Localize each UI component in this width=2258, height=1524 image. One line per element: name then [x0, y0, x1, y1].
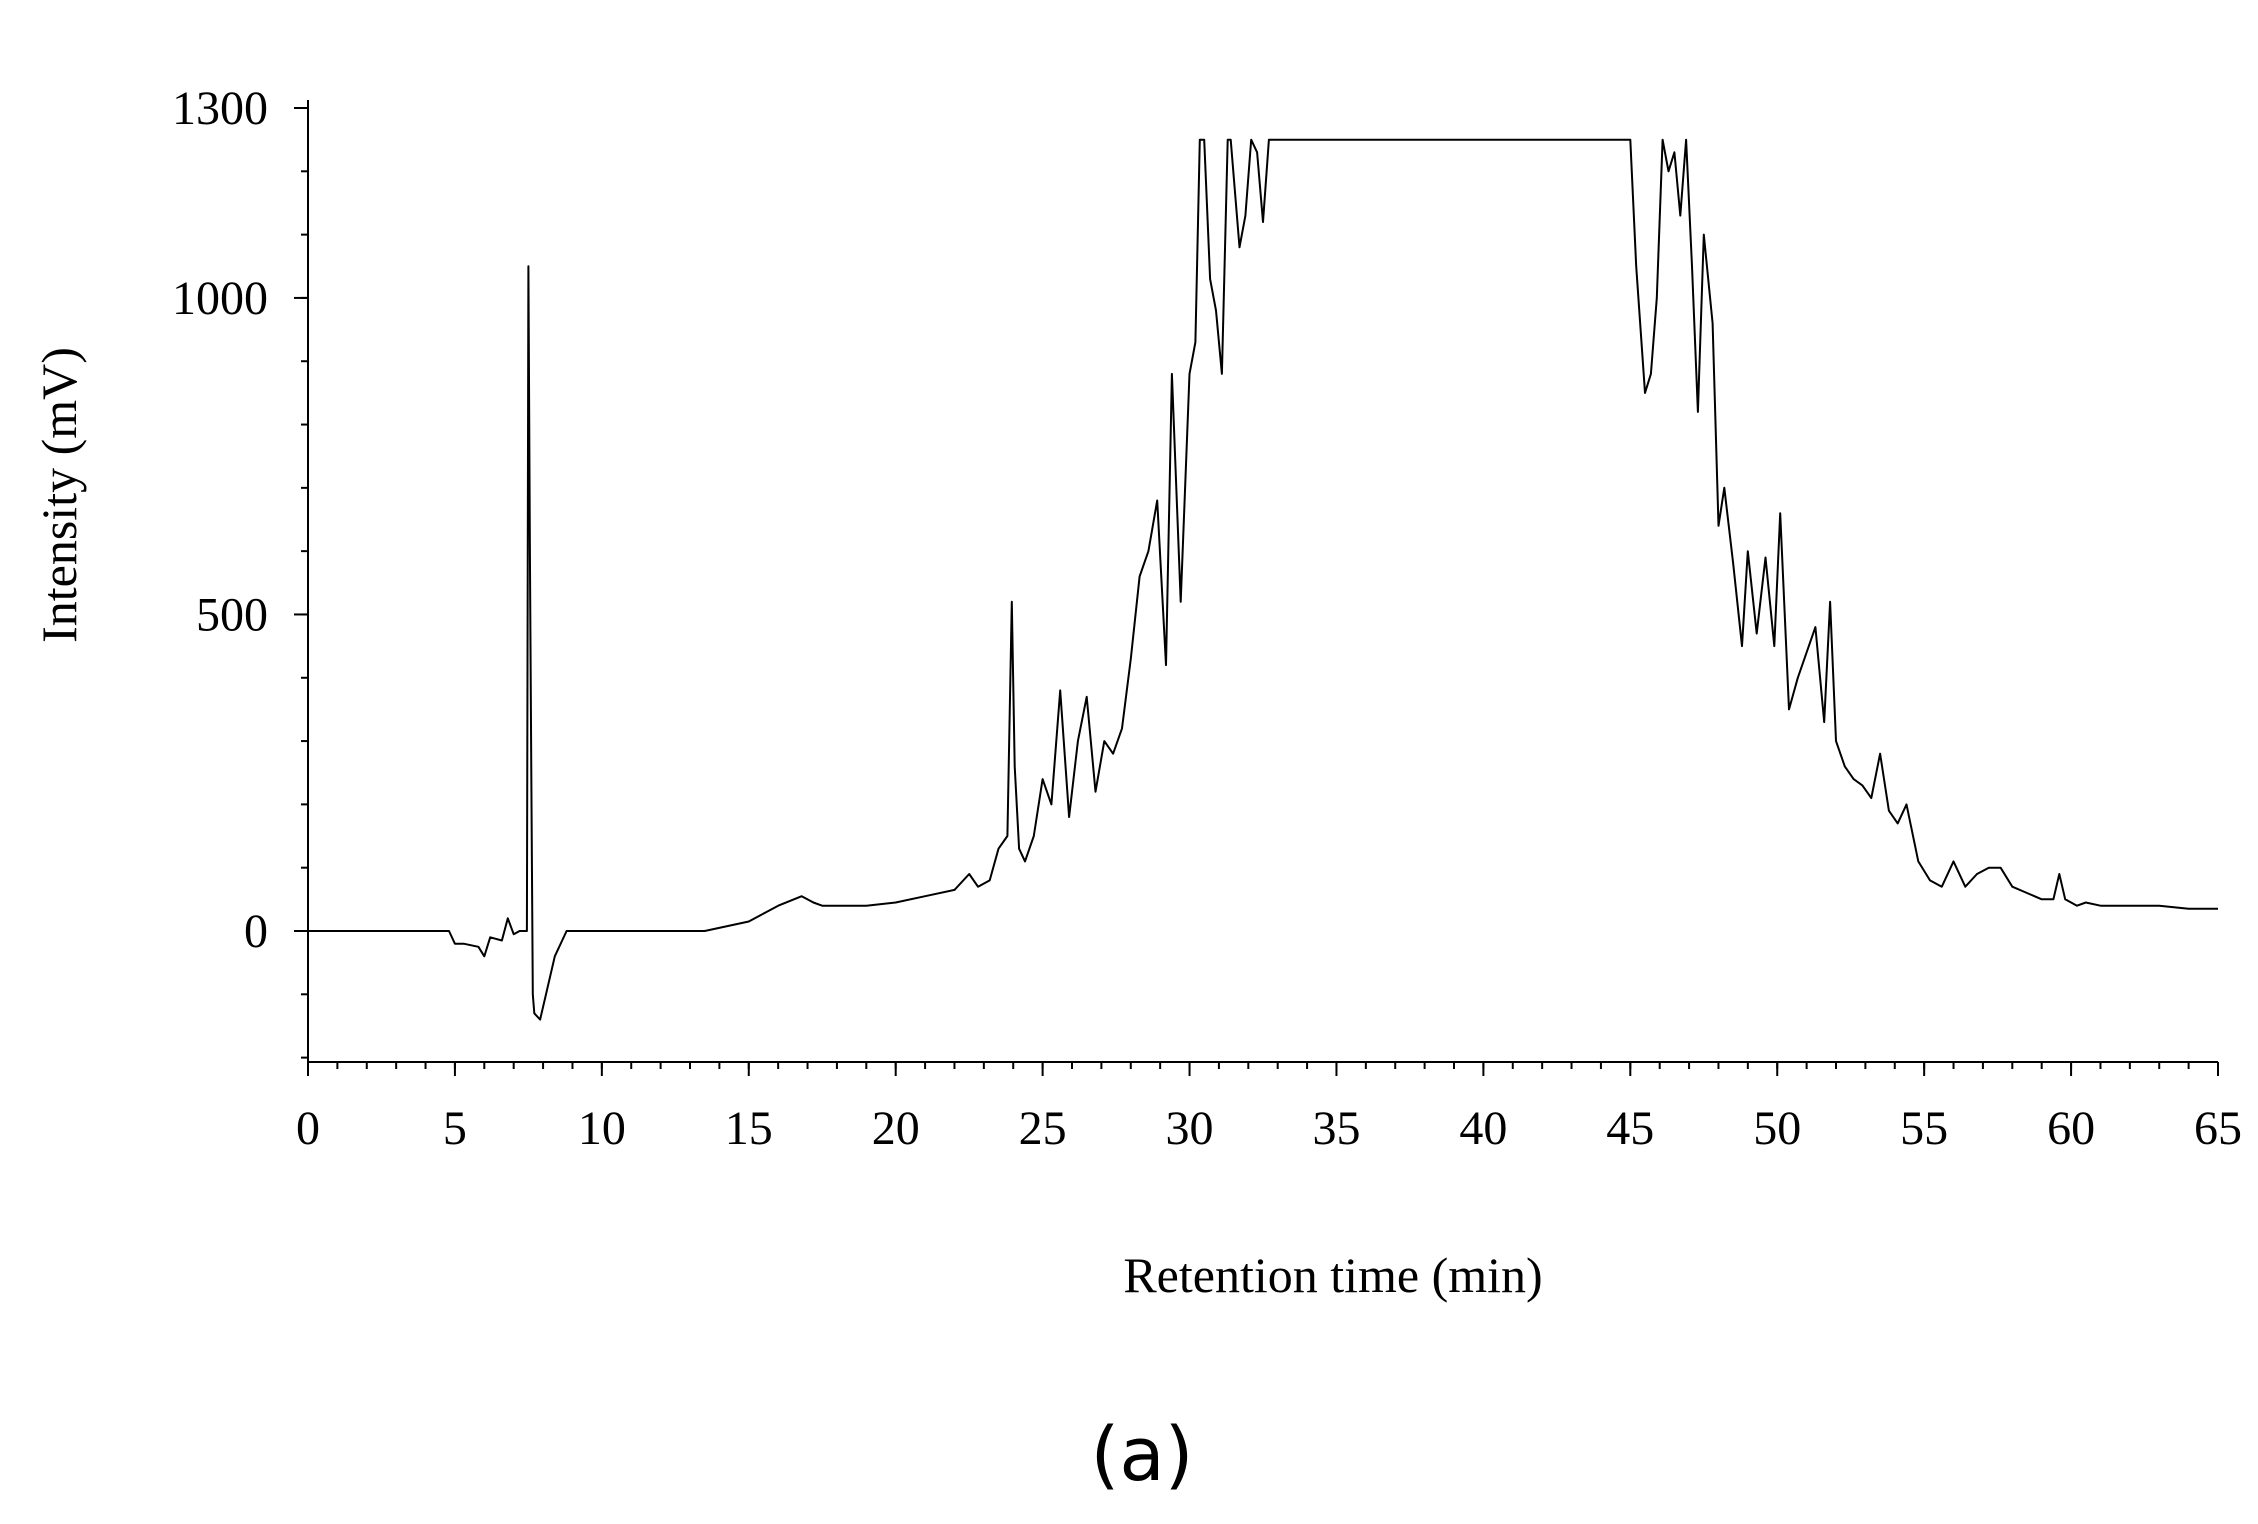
- x-tick-label: 50: [1753, 1102, 1801, 1155]
- y-tick-label: 500: [196, 588, 268, 641]
- chromatogram-trace: [308, 138, 2218, 1021]
- axes: 0 5 10 15 20 25 30 35 40 45 50 55 60 65 0 500 1000 1300: [172, 82, 2242, 1155]
- x-tick-label: 55: [1900, 1102, 1948, 1155]
- x-axis-title: Retention time (min): [1123, 1247, 1542, 1303]
- x-tick-label: 65: [2194, 1102, 2242, 1155]
- x-tick-label: 60: [2047, 1102, 2095, 1155]
- x-tick-label: 40: [1459, 1102, 1507, 1155]
- x-tick-label: 30: [1166, 1102, 1214, 1155]
- y-tick-label: 1300: [172, 82, 268, 135]
- y-tick-label: 1000: [172, 272, 268, 325]
- x-tick-label: 10: [578, 1102, 626, 1155]
- panel-label: (a): [1090, 1412, 1193, 1498]
- x-tick-label: 35: [1312, 1102, 1360, 1155]
- axis-ticks: 0 5 10 15 20 25 30 35 40 45 50 55 60 65 0 500 1000 1300: [172, 82, 2242, 1155]
- x-tick-label: 15: [725, 1102, 773, 1155]
- x-tick-label: 25: [1019, 1102, 1067, 1155]
- y-axis-title: Intensity (mV): [31, 347, 87, 643]
- x-tick-label: 20: [872, 1102, 920, 1155]
- x-tick-label: 5: [443, 1102, 467, 1155]
- x-tick-label: 45: [1606, 1102, 1654, 1155]
- x-tick-label: 0: [296, 1102, 320, 1155]
- y-tick-label: 0: [244, 905, 268, 958]
